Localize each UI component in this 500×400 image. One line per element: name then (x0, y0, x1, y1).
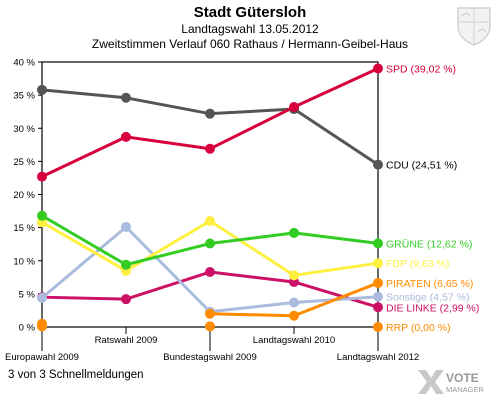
data-point (205, 308, 215, 319)
x-axis: Europawahl 2009 Ratswahl 2009 Bundestagswa… (5, 327, 419, 363)
data-point (121, 131, 131, 142)
footer-note: 3 von 3 Schnellmeldungen (8, 369, 144, 381)
series-1 (37, 84, 383, 170)
data-point (205, 238, 215, 249)
x-tick-label: Bundestagswahl 2009 (163, 352, 257, 363)
data-point (205, 267, 215, 278)
data-point (205, 216, 215, 226)
y-tick-label: 35 % (13, 91, 35, 102)
vote-manager-logo: VOTE MANAGER (418, 370, 485, 394)
data-point (373, 63, 383, 74)
data-point (289, 227, 299, 238)
data-point (205, 108, 215, 119)
data-point (373, 258, 383, 269)
data-point (121, 221, 131, 232)
x-tick-label: Europawahl 2009 (5, 352, 79, 363)
data-point (373, 302, 383, 313)
series-end-label: DIE LINKE (2,99 %) (386, 303, 479, 315)
data-point (373, 159, 383, 170)
chart-subtitle-date: Landtagswahl 13.05.2012 (181, 22, 319, 36)
series-4 (37, 277, 383, 329)
data-point (289, 297, 299, 308)
data-point (373, 277, 383, 288)
data-point (205, 321, 215, 332)
data-point (289, 270, 299, 281)
series-line (41, 67, 379, 178)
data-point (289, 102, 299, 113)
data-point (289, 310, 299, 321)
data-point (37, 171, 47, 182)
data-point (37, 84, 47, 95)
data-point (37, 318, 47, 329)
y-tick-label: 20 % (13, 190, 35, 201)
data-point (373, 322, 383, 332)
y-axis: 0 % 5 % 10 % 15 % 20 % 25 % 30 % 35 % 40 % (13, 58, 42, 334)
chart-title: Stadt Gütersloh (193, 4, 307, 21)
y-tick-label: 30 % (13, 124, 35, 135)
series-6 (37, 267, 383, 313)
plot-area-frame (41, 61, 379, 328)
series-end-label: PIRATEN (6,65 %) (386, 278, 473, 290)
data-point (37, 292, 47, 303)
logo-line1: VOTE (446, 371, 479, 385)
data-point (205, 143, 215, 154)
series-2 (37, 210, 383, 270)
chart-header: Stadt Gütersloh Landtagswahl 13.05.2012 … (0, 2, 500, 52)
series-0 (37, 63, 383, 182)
chart-subtitle-district: Zweitstimmen Verlauf 060 Rathaus / Herma… (91, 37, 409, 51)
logo-x-icon (418, 370, 444, 394)
x-tick-label: Landtagswahl 2010 (253, 335, 335, 346)
logo-line2: MANAGER (446, 385, 485, 394)
y-tick-label: 5 % (19, 289, 36, 300)
series-end-label: FDP (9,63 %) (386, 258, 449, 270)
series-end-label: RRP (0,00 %) (386, 322, 451, 334)
data-point (121, 92, 131, 103)
coat-of-arms-icon (457, 7, 491, 46)
series-labels: SPD (39,02 %) CDU (24,51 %) GRÜNE (12,62 %… (386, 63, 479, 334)
y-tick-label: 25 % (13, 157, 35, 168)
y-tick-label: 10 % (13, 256, 35, 267)
data-point (373, 291, 383, 302)
y-tick-label: 0 % (19, 323, 36, 334)
data-point (121, 294, 131, 305)
series-end-label: Sonstige (4,57 %) (386, 292, 469, 304)
data-point (121, 259, 131, 270)
series-end-label: GRÜNE (12,62 %) (386, 238, 472, 250)
data-point (373, 238, 383, 249)
x-tick-label: Landtagswahl 2012 (337, 352, 419, 363)
series-end-label: SPD (39,02 %) (386, 63, 456, 75)
y-tick-label: 40 % (13, 58, 35, 69)
series-layer (37, 63, 383, 332)
series-end-label: CDU (24,51 %) (386, 160, 457, 172)
x-tick-label: Ratswahl 2009 (95, 335, 158, 346)
y-tick-label: 15 % (13, 223, 35, 234)
data-point (37, 210, 47, 221)
